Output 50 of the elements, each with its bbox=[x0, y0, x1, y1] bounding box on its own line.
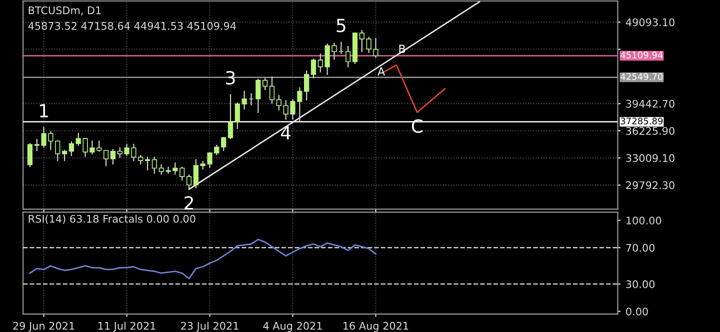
annotation: C bbox=[412, 119, 423, 133]
annotation: B bbox=[399, 44, 406, 53]
x-tick-label: 16 Aug 2021 bbox=[344, 322, 408, 332]
ref-line-label: 37285.89 bbox=[620, 118, 663, 124]
candlestick bbox=[152, 156, 157, 174]
x-tick-label: 11 Jul 2021 bbox=[98, 322, 156, 332]
candlestick bbox=[346, 46, 351, 68]
candlestick bbox=[242, 90, 247, 110]
candlestick bbox=[103, 150, 109, 166]
candlestick bbox=[110, 148, 116, 164]
y-tick-label: 33009.10 bbox=[626, 154, 674, 162]
y-tick-label: 49093.10 bbox=[626, 18, 674, 26]
candlestick bbox=[144, 156, 150, 170]
y-tick-label: 36225.90 bbox=[626, 126, 674, 135]
x-tick-label: 23 Jul 2021 bbox=[181, 322, 238, 332]
annotation: 2 bbox=[184, 196, 193, 210]
ref-line-label: 42549.70 bbox=[620, 73, 663, 80]
candlestick bbox=[186, 174, 192, 190]
x-tick-label: 29 Jun 2021 bbox=[13, 322, 74, 332]
candlestick bbox=[256, 78, 261, 113]
candlestick bbox=[193, 159, 198, 188]
y-tick-label: 39442.70 bbox=[626, 100, 674, 108]
candlestick bbox=[68, 141, 74, 156]
candlestick bbox=[221, 137, 226, 151]
candlestick bbox=[304, 70, 310, 100]
candlestick bbox=[234, 102, 240, 129]
candlestick bbox=[262, 78, 268, 90]
candlestick bbox=[27, 143, 33, 167]
text: 45873.52 47158.64 44941.53 45109.94 bbox=[28, 22, 236, 30]
candlestick bbox=[310, 58, 316, 78]
line-series bbox=[29, 238, 376, 280]
candlestick bbox=[62, 150, 68, 162]
candlestick bbox=[269, 76, 275, 104]
y-tick-label: 30.00 bbox=[626, 280, 655, 288]
chart-title: BTCUSDm, D1 bbox=[28, 6, 101, 16]
candlestick bbox=[180, 166, 185, 180]
y-tick-label: 70.00 bbox=[626, 244, 655, 252]
y-tick-label: 0.00 bbox=[626, 308, 648, 316]
ref-line-label: 45109.94 bbox=[620, 52, 663, 58]
y-tick-label: 29792.30 bbox=[626, 181, 674, 190]
annotation: 4 bbox=[280, 126, 291, 140]
candlestick bbox=[276, 94, 282, 110]
annotation: A bbox=[378, 67, 385, 76]
annotation: 1 bbox=[40, 104, 48, 118]
annotation: 5 bbox=[336, 18, 346, 32]
x-tick-label: 4 Aug 2021 bbox=[263, 322, 322, 332]
y-tick-label: 100.00 bbox=[626, 216, 662, 224]
chart-title: RSI(14) 63.18 Fractals 0.00 0.00 bbox=[28, 214, 196, 224]
candlestick bbox=[318, 54, 323, 72]
candlestick bbox=[228, 94, 234, 140]
